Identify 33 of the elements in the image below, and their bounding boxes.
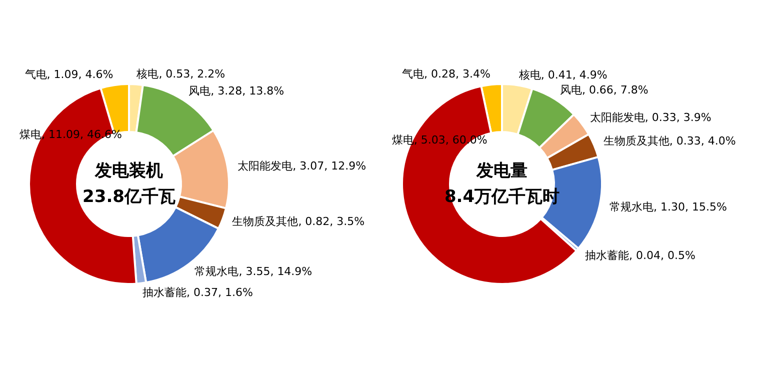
data-label: , 0.82, 3.5% [298,215,365,228]
text: 23.8亿千瓦 [82,187,176,207]
slice-label: 常规水电 [194,265,239,278]
slice-label: 气电 [24,68,47,82]
slice-label: 太阳能发电 [238,160,293,173]
data-label: , 3.07, 12.9% [292,160,366,173]
slice-label: 生物质及其他 [603,134,670,148]
slice-label: 核电 [136,67,159,80]
data-label: , 0.33, 4.0% [669,134,736,148]
data-label: , 0.41, 4.9% [540,68,608,82]
data-label: , 1.09, 4.6% [46,68,114,82]
text: 发电量 [476,161,528,181]
data-label: , 1.30, 15.5% [654,200,727,214]
slice-label: 太阳能发电 [590,110,645,124]
slice-label: 常规水电 [610,200,654,214]
data-label: , 0.53, 2.2% [158,67,226,80]
data-label: , 3.28, 13.8% [210,84,284,98]
slice-label: 气电 [402,68,424,81]
slice-label: 煤电 [392,134,414,147]
slice-label: 风电 [560,84,582,96]
slice-label: 抽水蓄能 [142,286,186,300]
slice-label: 风电 [188,84,211,98]
data-label: , 0.33, 3.9% [644,110,712,124]
slice-label: 抽水蓄能 [584,249,629,262]
data-label: , 0.37, 1.6% [186,286,253,300]
slice-label: 核电 [518,68,541,82]
slice-label: 生物质及其他 [232,215,298,228]
slice-label: 煤电 [20,128,42,142]
data-label: , 0.28, 3.4% [424,68,490,81]
text: 发电装机 [94,161,163,181]
data-label: , 0.04, 0.5% [628,249,696,262]
data-label: , 0.66, 7.8% [582,84,648,96]
data-label: , 3.55, 14.9% [238,265,312,278]
